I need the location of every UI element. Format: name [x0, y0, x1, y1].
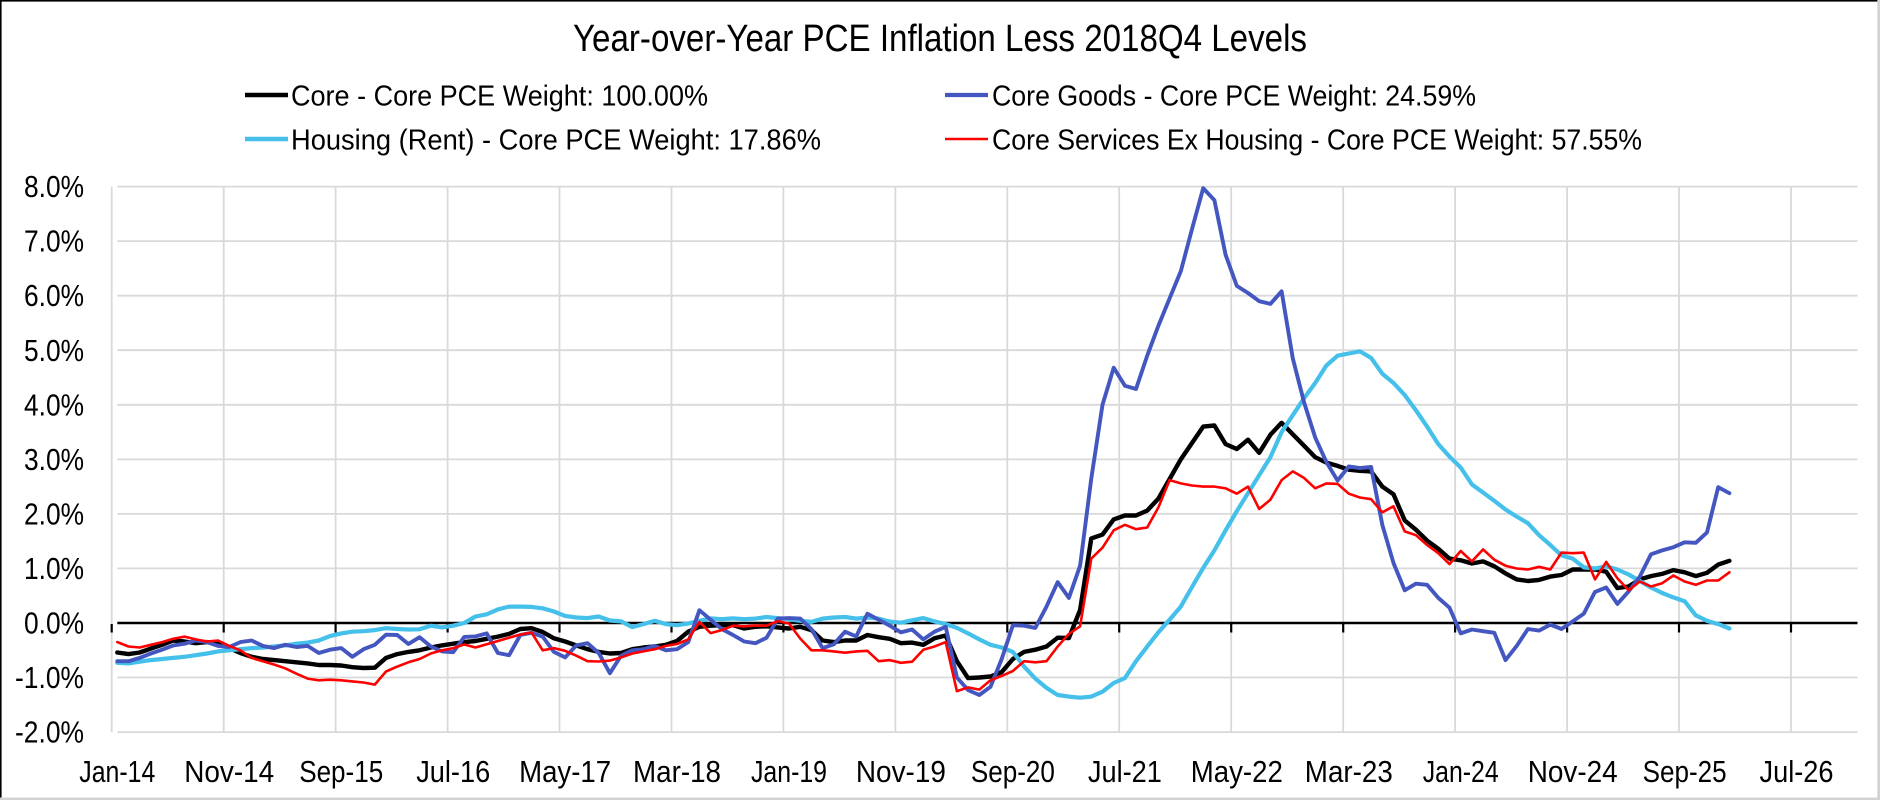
svg-text:Mar-18: Mar-18 [633, 755, 721, 789]
svg-text:0.0%: 0.0% [24, 607, 84, 641]
svg-text:May-17: May-17 [519, 755, 611, 789]
svg-text:Year-over-Year PCE Inflation L: Year-over-Year PCE Inflation Less 2018Q4… [573, 18, 1307, 60]
svg-text:May-22: May-22 [1191, 755, 1283, 789]
svg-text:1.0%: 1.0% [24, 552, 84, 586]
svg-text:Sep-15: Sep-15 [299, 755, 383, 789]
svg-text:4.0%: 4.0% [24, 388, 84, 422]
svg-text:Nov-24: Nov-24 [1528, 755, 1618, 789]
svg-text:Core Services Ex Housing - Cor: Core Services Ex Housing - Core PCE Weig… [992, 125, 1642, 157]
svg-text:7.0%: 7.0% [24, 225, 84, 259]
svg-text:Jul-26: Jul-26 [1760, 755, 1834, 789]
svg-text:5.0%: 5.0% [24, 334, 84, 368]
svg-text:Nov-19: Nov-19 [856, 755, 946, 789]
svg-text:Nov-14: Nov-14 [184, 755, 274, 789]
svg-text:3.0%: 3.0% [24, 443, 84, 477]
svg-text:Jan-14: Jan-14 [79, 755, 155, 789]
svg-text:Core Goods - Core PCE Weight:: Core Goods - Core PCE Weight: 24.59% [992, 81, 1476, 113]
svg-text:Sep-25: Sep-25 [1643, 755, 1727, 789]
svg-text:Jan-19: Jan-19 [751, 755, 827, 789]
svg-text:-2.0%: -2.0% [15, 716, 84, 750]
svg-text:Jul-21: Jul-21 [1088, 755, 1162, 789]
svg-text:6.0%: 6.0% [24, 279, 84, 313]
svg-text:8.0%: 8.0% [24, 170, 84, 204]
svg-text:Jan-24: Jan-24 [1423, 755, 1499, 789]
svg-text:Sep-20: Sep-20 [971, 755, 1055, 789]
svg-text:Core - Core PCE Weight: 100.00: Core - Core PCE Weight: 100.00% [291, 81, 708, 113]
svg-text:2.0%: 2.0% [24, 497, 84, 531]
svg-text:-1.0%: -1.0% [15, 661, 84, 695]
svg-text:Jul-16: Jul-16 [416, 755, 490, 789]
svg-text:Housing (Rent) - Core PCE Weig: Housing (Rent) - Core PCE Weight: 17.86% [291, 125, 821, 157]
svg-text:Mar-23: Mar-23 [1305, 755, 1393, 789]
